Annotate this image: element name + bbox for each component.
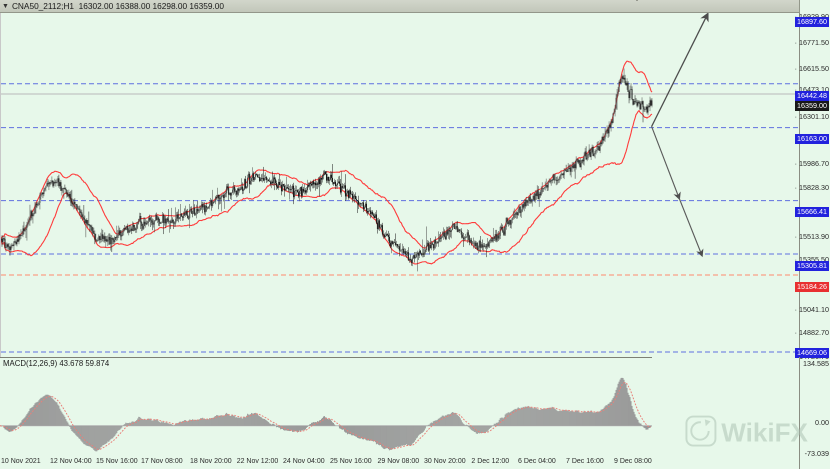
svg-text:WikiFX: WikiFX <box>721 418 808 448</box>
